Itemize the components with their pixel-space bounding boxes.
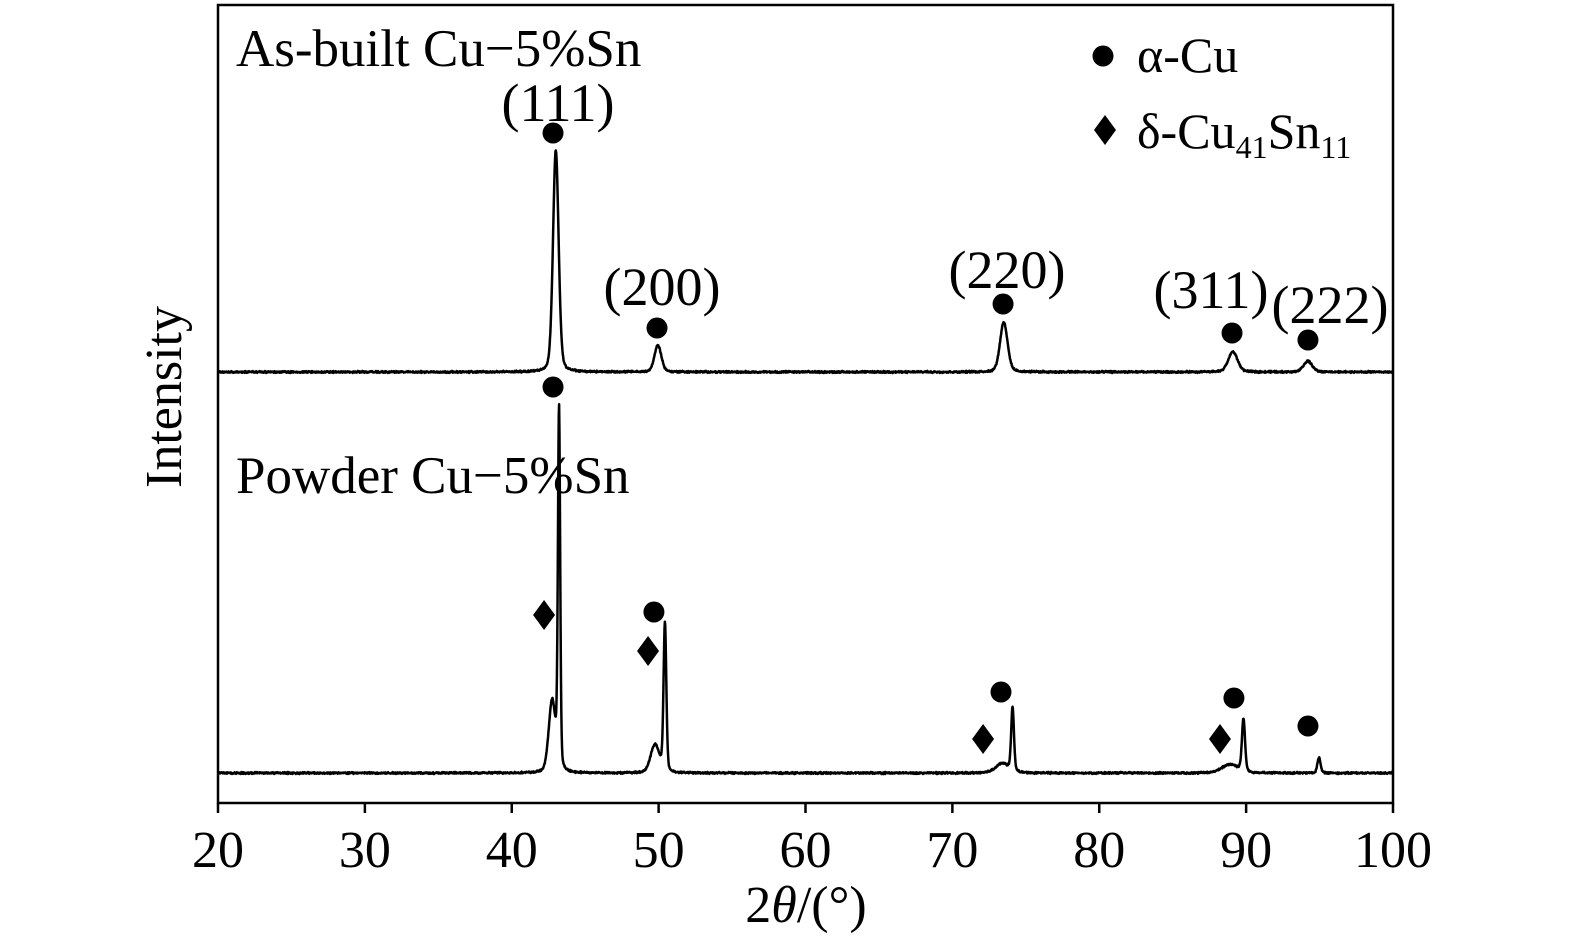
x-tick-label-40: 40 xyxy=(486,822,538,879)
alpha-cu-marker-icon xyxy=(1221,322,1243,344)
delta-phase-marker-icon xyxy=(637,636,660,666)
delta-phase-marker-icon xyxy=(533,600,556,630)
x-tick-label-90: 90 xyxy=(1220,822,1272,879)
alpha-cu-marker-icon xyxy=(1223,687,1245,709)
x-tick-label-60: 60 xyxy=(780,822,832,879)
phase-markers xyxy=(533,122,1319,754)
hkl-label: (311) xyxy=(1154,260,1269,320)
alpha-cu-marker-icon xyxy=(990,681,1012,703)
legend: α-Cu δ-Cu41Sn11 xyxy=(1092,27,1351,165)
alpha-cu-marker-icon xyxy=(1297,329,1319,351)
x-tick-label-100: 100 xyxy=(1354,822,1432,879)
hkl-label: (220) xyxy=(949,240,1066,300)
y-axis-label: Intensity xyxy=(136,306,193,488)
curve-as-built xyxy=(217,149,1395,375)
legend-label: δ-Cu41Sn11 xyxy=(1137,103,1351,165)
x-axis-ticks: 20 30 40 50 60 70 80 90 100 xyxy=(192,803,1432,879)
curve-powder xyxy=(217,402,1395,776)
x-axis-label: 2θ/(°) xyxy=(745,877,866,934)
hkl-label: (111) xyxy=(502,73,615,133)
annotations: (111) (200) (220) (311) (222) As-built Cu−5%S… xyxy=(236,20,1388,505)
x-tick-label-20: 20 xyxy=(192,822,244,879)
x-tick-label-30: 30 xyxy=(339,822,391,879)
hkl-label: (200) xyxy=(604,257,721,317)
hkl-label: (222) xyxy=(1272,275,1389,335)
legend-delta-phase-marker-icon xyxy=(1094,115,1116,145)
alpha-cu-marker-icon xyxy=(646,317,668,339)
delta-phase-marker-icon xyxy=(972,724,995,754)
x-tick-label-50: 50 xyxy=(633,822,685,879)
delta-phase-marker-icon xyxy=(1208,724,1231,754)
legend-alpha-cu-marker-icon xyxy=(1092,45,1114,67)
x-tick-label-70: 70 xyxy=(926,822,978,879)
legend-label: α-Cu xyxy=(1137,27,1238,83)
alpha-cu-marker-icon xyxy=(542,122,564,144)
alpha-cu-marker-icon xyxy=(1297,715,1319,737)
x-tick-label-80: 80 xyxy=(1073,822,1125,879)
alpha-cu-marker-icon xyxy=(643,601,665,623)
diffraction-curves xyxy=(217,149,1395,776)
alpha-cu-marker-icon xyxy=(992,293,1014,315)
series-label: As-built Cu−5%Sn xyxy=(236,20,641,78)
series-label: Powder Cu−5%Sn xyxy=(236,447,630,505)
alpha-cu-marker-icon xyxy=(542,376,564,398)
